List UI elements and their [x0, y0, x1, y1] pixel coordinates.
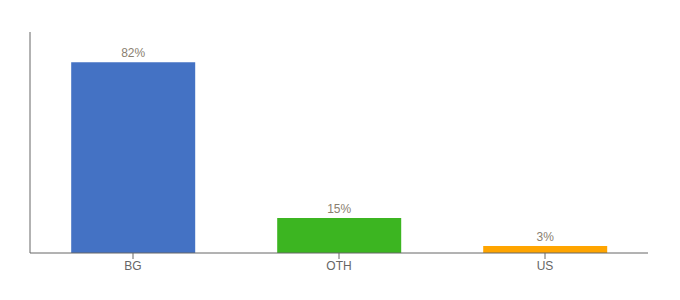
svg-text:OTH: OTH: [326, 259, 351, 273]
svg-text:BG: BG: [124, 259, 141, 273]
svg-text:82%: 82%: [121, 46, 145, 60]
svg-text:3%: 3%: [537, 230, 555, 244]
svg-text:US: US: [537, 259, 554, 273]
svg-text:15%: 15%: [327, 202, 351, 216]
